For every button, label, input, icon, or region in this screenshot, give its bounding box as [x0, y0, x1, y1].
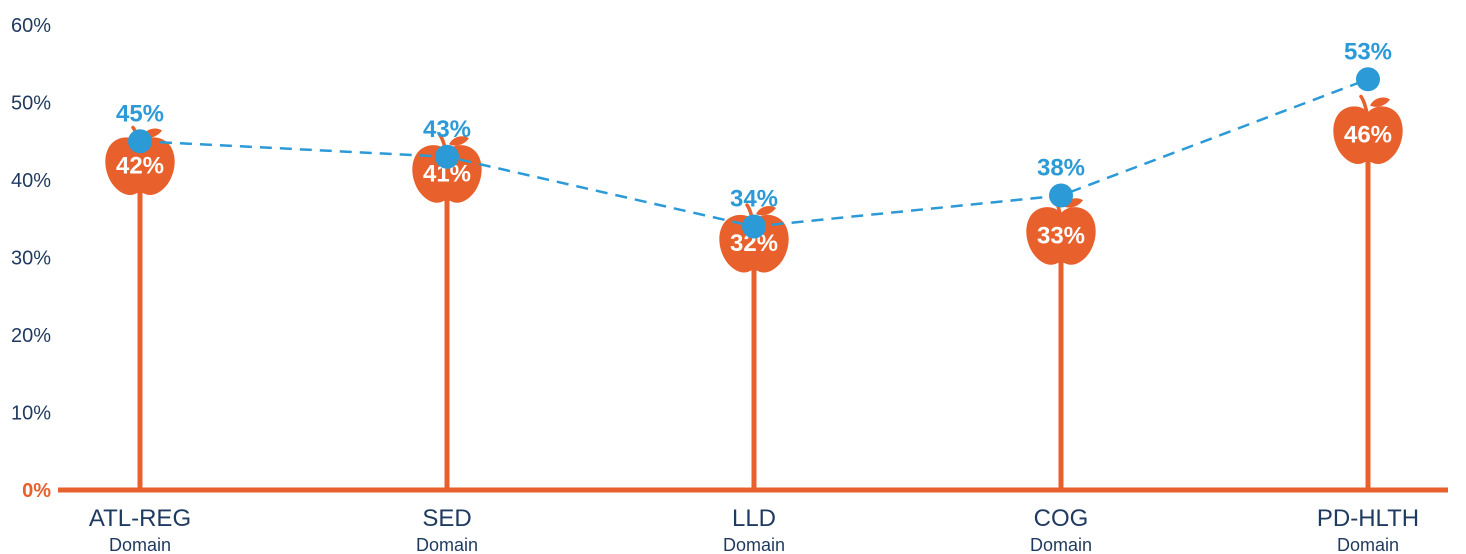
apple-icon: 42% [105, 125, 175, 196]
apple-data-label: 46% [1344, 122, 1392, 149]
y-tick-label: 40% [11, 170, 51, 192]
x-tick-label: ATL-REG [89, 505, 191, 532]
y-tick-label: 0% [22, 480, 51, 502]
x-tick-label: LLD [732, 505, 776, 532]
series-point [1049, 183, 1073, 208]
x-axis-labels: ATL-REG Domain SED Domain LLD Domain COG Domain… [89, 505, 1419, 554]
apple-body [105, 137, 175, 196]
apple-icon: 33% [1026, 195, 1096, 265]
apple-leaf [1370, 97, 1390, 107]
apple-stem [1359, 94, 1369, 115]
y-tick-label: 30% [11, 248, 51, 270]
y-tick-label: 50% [11, 93, 51, 115]
apple-icon: 32% [719, 203, 789, 273]
y-axis: 0% 10% 20% 30% 40% 50% 60% [11, 15, 51, 502]
apple-leaf [756, 206, 776, 216]
dashed-line-series: 45% 43% 34% 38% 53% [116, 38, 1392, 239]
series-point [1356, 67, 1380, 92]
apple-stems [137, 133, 1371, 490]
series-point [742, 214, 766, 239]
y-tick-label: 20% [11, 325, 51, 347]
series-data-label: 43% [423, 116, 471, 143]
apple-data-label: 42% [116, 153, 164, 180]
apple-leaf [449, 136, 469, 146]
series-point [128, 129, 152, 154]
x-tick-sublabel: Domain [1337, 535, 1399, 554]
series-point [435, 144, 459, 169]
y-tick-label: 10% [11, 403, 51, 425]
y-tick-label: 60% [11, 15, 51, 37]
apple-body [1333, 106, 1403, 165]
series-data-label: 34% [730, 186, 778, 213]
x-tick-sublabel: Domain [1030, 535, 1092, 554]
apple-data-label: 33% [1037, 222, 1085, 249]
series-data-label: 45% [116, 100, 164, 127]
x-tick-sublabel: Domain [723, 535, 785, 554]
x-tick-label: COG [1034, 505, 1089, 532]
apple-body [719, 214, 789, 273]
series-data-label: 38% [1037, 155, 1085, 182]
series-data-label: 53% [1344, 38, 1392, 65]
x-tick-label: PD-HLTH [1317, 505, 1419, 532]
apple-icon: 46% [1333, 94, 1403, 165]
apple-leaf [1063, 198, 1083, 208]
x-tick-sublabel: Domain [416, 535, 478, 554]
x-tick-sublabel: Domain [109, 535, 171, 554]
apple-body [1026, 207, 1096, 265]
x-tick-label: SED [422, 505, 471, 532]
